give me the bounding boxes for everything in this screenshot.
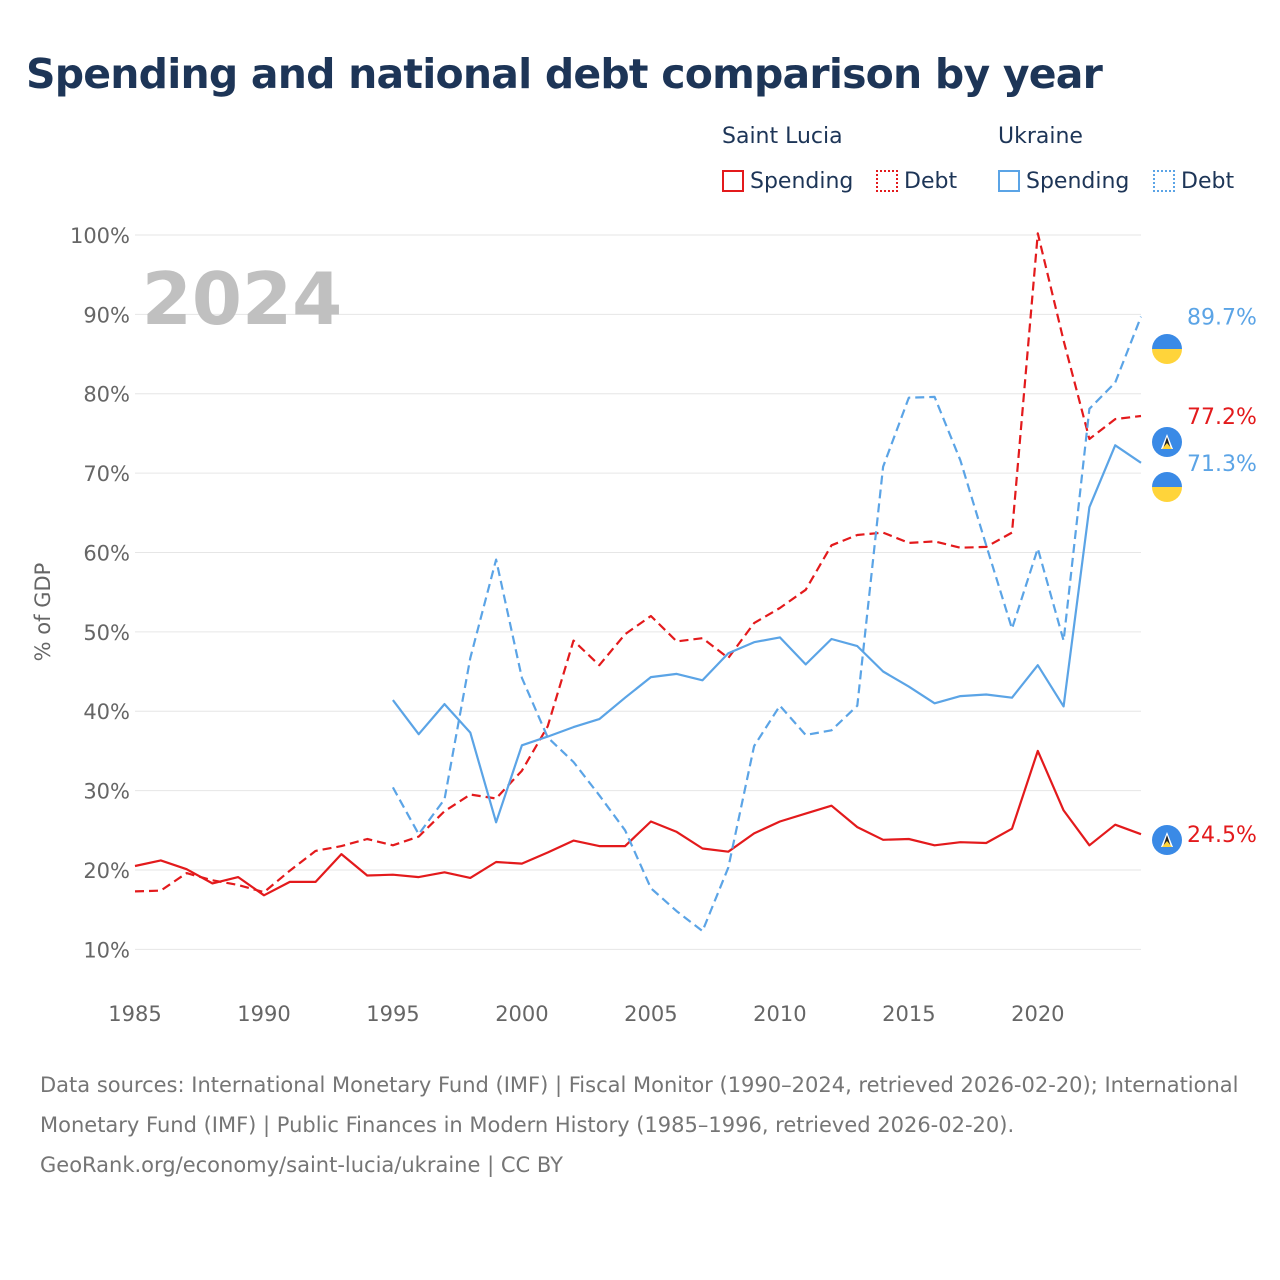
chart-title: Spending and national debt comparison by… — [26, 50, 1103, 98]
y-tick-label: 100% — [70, 224, 130, 248]
end-value-label: 89.7% — [1187, 306, 1257, 331]
legend-country-saint-lucia: Saint Lucia — [722, 124, 843, 149]
legend-item-saint-lucia-spending[interactable]: Spending — [722, 166, 853, 196]
series-line-ukraine-spending[interactable] — [392, 444, 1142, 824]
x-tick-label: 1995 — [366, 1002, 419, 1026]
legend-label: Spending — [750, 168, 854, 194]
x-tick-label: 2005 — [624, 1002, 677, 1026]
legend-swatch-dotted-red — [876, 170, 898, 192]
year-watermark: 2024 — [142, 257, 342, 341]
legend-label: Debt — [1181, 168, 1235, 194]
x-tick-label: 1985 — [108, 1002, 161, 1026]
y-tick-label: 30% — [83, 780, 130, 804]
y-tick-label: 70% — [83, 462, 130, 486]
ukraine-flag-icon — [1152, 334, 1182, 364]
y-axis: 10% 20% 30% 40% 50% 60% 70% 80% 90% 100% — [70, 224, 130, 962]
series-line-saint-lucia-debt[interactable] — [134, 232, 1142, 894]
y-tick-label: 50% — [83, 621, 130, 645]
y-tick-label: 80% — [83, 383, 130, 407]
saint-lucia-flag-icon — [1152, 825, 1182, 855]
y-tick-label: 90% — [83, 303, 130, 327]
y-axis-title: % of GDP — [31, 563, 55, 662]
y-tick-label: 20% — [83, 859, 130, 883]
gridlines — [135, 234, 1141, 950]
legend-item-saint-lucia-debt[interactable]: Debt — [876, 166, 957, 196]
x-tick-label: 2015 — [882, 1002, 935, 1026]
end-value-label: 77.2% — [1187, 405, 1257, 430]
legend-label: Spending — [1026, 168, 1130, 194]
end-value-label: 71.3% — [1187, 452, 1257, 477]
y-tick-label: 60% — [83, 541, 130, 565]
line-chart: 2024 10% 20% 30% 40% 50% 60% 70% 80% 90% 100% 198… — [31, 224, 1257, 1026]
data-sources: Data sources: International Monetary Fun… — [40, 1073, 1239, 1137]
series-line-ukraine-debt[interactable] — [391, 316, 1143, 933]
legend-swatch-solid-blue — [998, 170, 1020, 192]
x-tick-label: 1990 — [237, 1002, 290, 1026]
footer: Data sources: International Monetary Fun… — [40, 1065, 1240, 1185]
legend-swatch-dotted-blue — [1153, 170, 1175, 192]
legend-swatch-solid-red — [722, 170, 744, 192]
legend-country-ukraine: Ukraine — [998, 124, 1083, 149]
x-tick-label: 2010 — [753, 1002, 806, 1026]
saint-lucia-flag-icon — [1152, 427, 1182, 457]
y-tick-label: 40% — [83, 700, 130, 724]
legend-item-ukraine-debt[interactable]: Debt — [1153, 166, 1234, 196]
end-markers — [1152, 334, 1182, 855]
x-tick-label: 2000 — [495, 1002, 548, 1026]
x-axis: 1985 1990 1995 2000 2005 2010 2015 2020 — [108, 1002, 1064, 1026]
series-line-saint-lucia-spending[interactable] — [134, 749, 1142, 897]
x-tick-label: 2020 — [1011, 1002, 1064, 1026]
series-lines — [134, 232, 1143, 933]
y-tick-label: 10% — [83, 938, 130, 962]
end-value-label: 24.5% — [1187, 823, 1257, 848]
legend-item-ukraine-spending[interactable]: Spending — [998, 166, 1129, 196]
ukraine-flag-icon — [1152, 472, 1182, 502]
end-labels: 24.5% 77.2% 71.3% 89.7% — [1187, 306, 1257, 848]
credit-link[interactable]: GeoRank.org/economy/saint-lucia/ukraine … — [40, 1153, 563, 1177]
legend-label: Debt — [904, 168, 958, 194]
